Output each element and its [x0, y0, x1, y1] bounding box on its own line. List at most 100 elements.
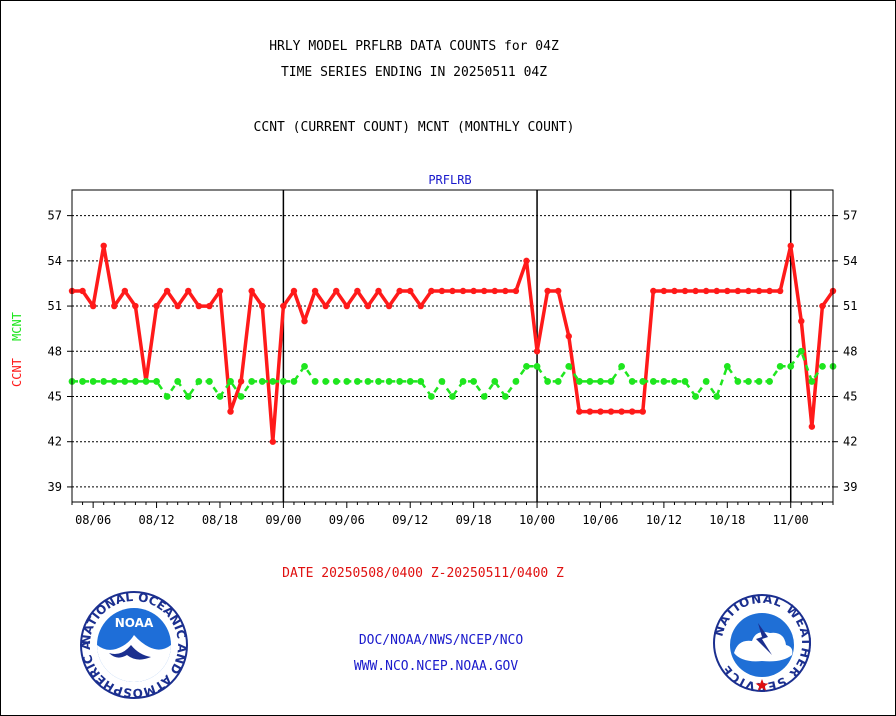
data-point-ccnt: [681, 287, 689, 295]
org-link[interactable]: DOC/NOAA/NWS/NCEP/NCO: [358, 633, 524, 648]
data-point-ccnt: [491, 287, 498, 295]
data-point-mcnt: [279, 378, 287, 385]
data-point-mcnt: [575, 378, 583, 385]
data-point-mcnt: [258, 378, 266, 385]
data-point-ccnt: [523, 257, 530, 265]
data-point-mcnt: [565, 362, 573, 370]
nws-logo: NATIONAL WEATHER SERVICE: [712, 593, 812, 693]
data-point-ccnt: [132, 302, 139, 310]
data-point-mcnt: [195, 378, 203, 385]
data-point-mcnt: [343, 378, 351, 385]
chart-subtitle: CCNT (CURRENT COUNT) MCNT (MONTHLY COUNT…: [253, 120, 575, 135]
data-point-ccnt: [153, 302, 160, 310]
data-point-mcnt: [808, 378, 816, 385]
data-point-ccnt: [554, 287, 562, 295]
data-point-mcnt: [449, 393, 456, 400]
data-point-ccnt: [237, 378, 245, 385]
data-point-mcnt: [723, 362, 731, 370]
y-tick-label-left: 45: [48, 389, 62, 403]
data-point-ccnt: [650, 287, 657, 295]
data-point-ccnt: [481, 287, 488, 295]
data-point-mcnt: [227, 378, 234, 385]
data-point-ccnt: [745, 287, 752, 295]
data-point-mcnt: [797, 347, 805, 355]
data-point-ccnt: [89, 302, 97, 310]
data-point-mcnt: [459, 378, 467, 385]
data-point-ccnt: [174, 302, 181, 310]
data-point-ccnt: [375, 287, 382, 295]
y-tick-label-left: 57: [48, 209, 62, 223]
y-tick-label-left: 48: [48, 344, 62, 358]
data-point-ccnt: [660, 287, 668, 295]
x-tick-label: 10/12: [646, 513, 682, 527]
website-link[interactable]: WWW.NCO.NCEP.NOAA.GOV: [353, 659, 519, 674]
data-point-mcnt: [639, 378, 647, 385]
axis-layer: 39 39 42 42 45 45 48 48 51 51 54 54 57 57 08/06 08/12 08…: [48, 209, 858, 527]
data-point-ccnt: [163, 287, 171, 295]
data-point-mcnt: [100, 378, 108, 385]
data-point-ccnt: [533, 348, 541, 355]
data-point-ccnt: [702, 287, 710, 295]
data-point-ccnt: [787, 242, 794, 249]
x-tick-label: 09/18: [456, 513, 492, 527]
data-point-mcnt: [417, 378, 425, 385]
data-point-ccnt: [544, 287, 551, 295]
data-point-ccnt: [185, 287, 192, 295]
data-point-ccnt: [364, 302, 372, 310]
data-point-ccnt: [280, 302, 287, 310]
data-point-mcnt: [671, 378, 678, 385]
x-tick-label: 09/12: [392, 513, 428, 527]
x-tick-label: 10/00: [519, 513, 555, 527]
data-point-mcnt: [385, 378, 393, 385]
data-point-ccnt: [502, 287, 509, 295]
data-point-mcnt: [649, 378, 657, 385]
data-point-mcnt: [364, 378, 372, 385]
data-point-ccnt: [438, 287, 446, 295]
data-point-mcnt: [206, 378, 213, 385]
data-point-mcnt: [142, 378, 150, 385]
y-axis-label-mcnt: MCNT: [10, 312, 24, 341]
data-point-mcnt: [512, 378, 520, 385]
data-point-ccnt: [798, 317, 805, 325]
y-tick-label-right: 54: [843, 254, 857, 268]
data-point-mcnt: [501, 393, 509, 400]
data-point-ccnt: [459, 287, 467, 295]
data-point-mcnt: [438, 378, 446, 385]
data-point-mcnt: [470, 378, 478, 385]
data-point-ccnt: [724, 287, 731, 295]
data-point-ccnt: [819, 302, 826, 310]
y-tick-label-left: 42: [48, 435, 62, 449]
x-tick-label: 09/00: [265, 513, 301, 527]
data-point-ccnt: [671, 287, 678, 295]
data-point-ccnt: [692, 287, 699, 295]
y-tick-label-right: 57: [843, 209, 857, 223]
data-point-mcnt: [533, 362, 541, 370]
data-point-mcnt: [523, 362, 530, 370]
y-tick-label-right: 39: [843, 480, 857, 494]
data-point-ccnt: [311, 287, 319, 295]
data-point-mcnt: [427, 393, 435, 400]
y-tick-label-left: 54: [48, 254, 62, 268]
data-point-mcnt: [544, 378, 552, 385]
data-point-mcnt: [660, 378, 668, 385]
data-point-mcnt: [184, 393, 192, 400]
star-icon: [755, 679, 769, 691]
data-point-ccnt: [512, 287, 520, 295]
data-point-ccnt: [766, 287, 773, 295]
series-line-ccnt: [72, 244, 835, 444]
noaa-logo-text: NOAA: [115, 616, 154, 630]
data-point-mcnt: [491, 378, 499, 385]
data-point-ccnt: [470, 287, 477, 295]
y-tick-label-left: 39: [48, 480, 62, 494]
x-tick-label: 10/06: [582, 513, 618, 527]
data-point-mcnt: [79, 378, 86, 385]
data-point-ccnt: [628, 408, 636, 415]
chart-title-line2: TIME SERIES ENDING IN 20250511 04Z: [280, 65, 548, 80]
data-point-mcnt: [819, 362, 826, 370]
data-point-ccnt: [248, 287, 255, 295]
data-point-mcnt: [745, 378, 752, 385]
grid-layer: [72, 190, 833, 502]
data-point-ccnt: [290, 287, 298, 295]
data-point-mcnt: [787, 362, 795, 370]
